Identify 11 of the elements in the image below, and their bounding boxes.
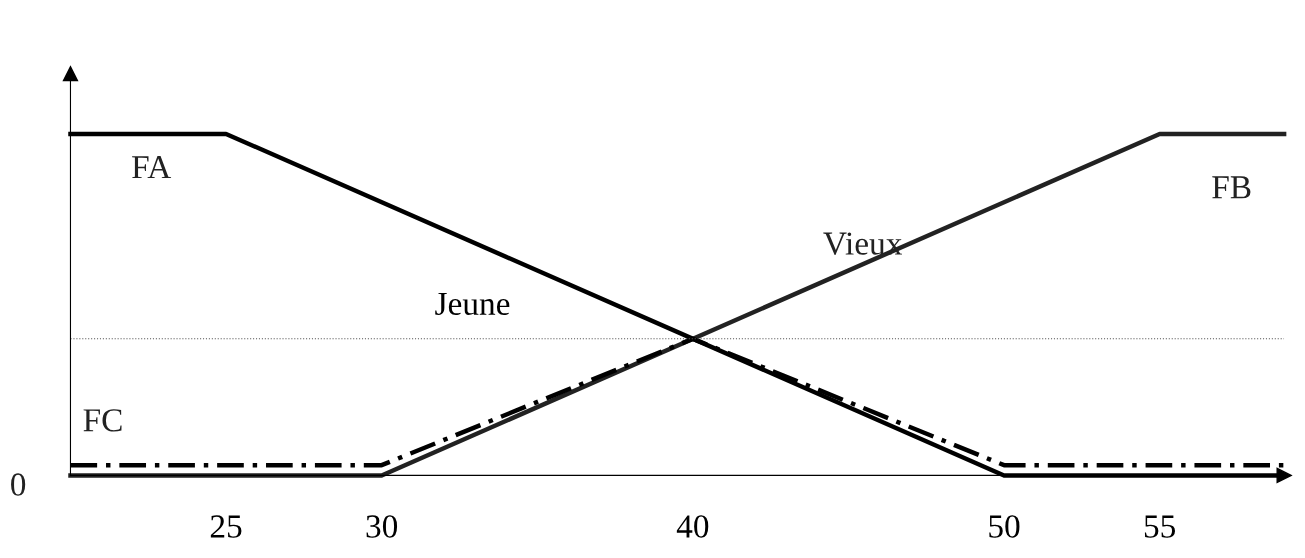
text: 0 xyxy=(11,473,26,496)
x-tick-label: 50 xyxy=(989,515,1020,538)
annotation: FC xyxy=(83,409,122,432)
x-tick-label: 25 xyxy=(210,515,242,538)
x-tick-label: 55 xyxy=(1144,515,1176,538)
x-tick-label: 40 xyxy=(676,515,709,538)
annotation: FB xyxy=(1212,176,1251,199)
series-label: Jeune xyxy=(435,292,510,316)
annotation: FA xyxy=(132,156,172,179)
x-tick-label: 30 xyxy=(366,515,398,538)
series-label: Vieux xyxy=(823,232,902,255)
